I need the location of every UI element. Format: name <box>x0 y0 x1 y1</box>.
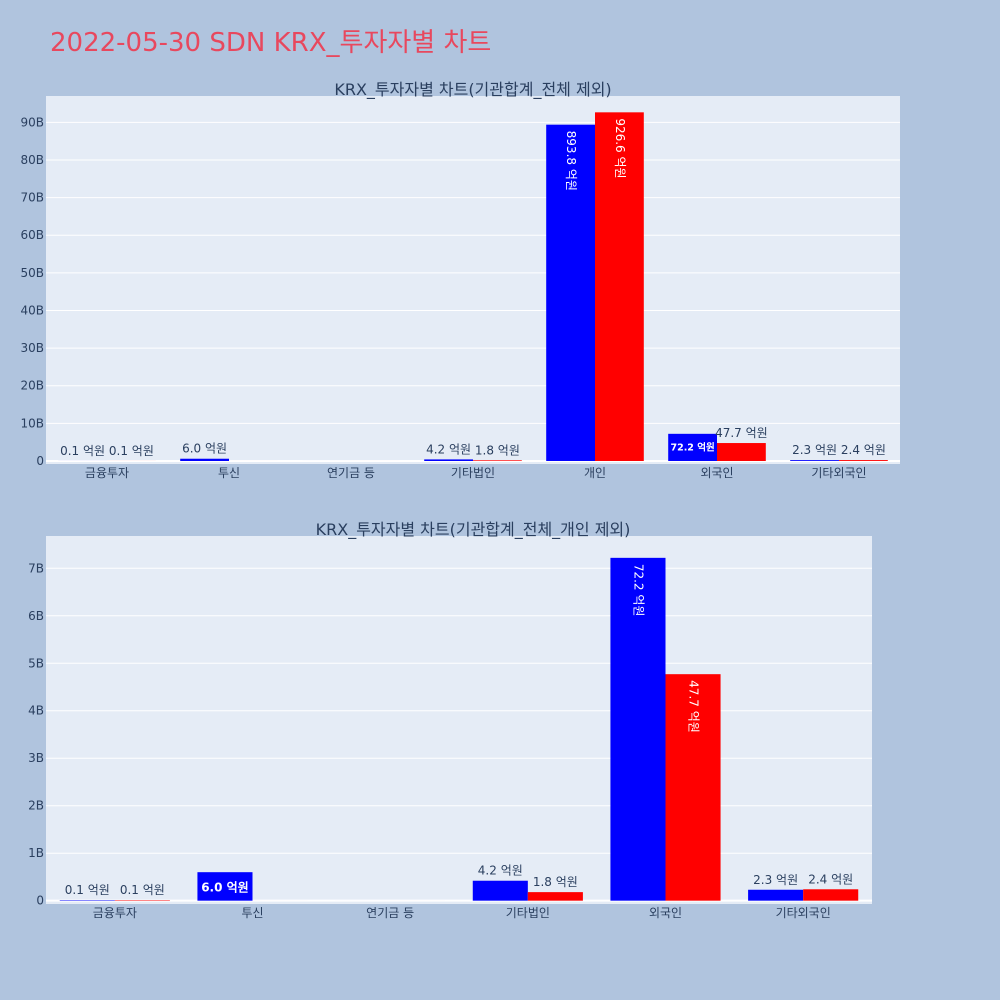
data-label: 2.3 억원 <box>792 443 837 457</box>
x-tick-label: 기타법인 <box>451 466 495 480</box>
y-tick-label: 2B <box>28 799 44 813</box>
bar <box>665 674 721 901</box>
y-tick-label: 3B <box>28 751 44 765</box>
x-tick-label: 투신 <box>241 906 263 920</box>
bar <box>546 124 595 461</box>
x-tick-label: 기타외국인 <box>776 906 831 920</box>
bar <box>803 889 859 901</box>
bar <box>790 460 839 461</box>
data-label: 0.1 억원 <box>120 883 165 897</box>
y-tick-label: 7B <box>28 561 44 575</box>
plot-area <box>46 536 872 904</box>
x-tick-label: 연기금 등 <box>327 466 375 480</box>
x-tick-label: 외국인 <box>700 466 733 480</box>
x-tick-label: 금융투자 <box>85 466 129 480</box>
bar <box>472 880 528 901</box>
bar <box>527 892 583 901</box>
data-label: 72.2 억원 <box>631 564 645 617</box>
data-label: 1.8 억원 <box>533 875 578 889</box>
subplot-title: KRX_투자자별 차트(기관합계_전체 제외) <box>334 80 611 100</box>
y-tick-label: 70B <box>20 191 44 205</box>
x-tick-label: 외국인 <box>649 906 682 920</box>
bar <box>595 112 644 461</box>
data-label: 1.8 억원 <box>475 443 520 457</box>
y-tick-label: 20B <box>20 379 44 393</box>
data-label: 6.0 억원 <box>182 442 227 456</box>
data-label: 4.2 억원 <box>426 442 471 456</box>
data-label: 2.4 억원 <box>808 872 853 886</box>
bar <box>839 460 888 461</box>
data-label: 4.2 억원 <box>478 864 523 878</box>
data-label: 47.7 억원 <box>715 426 768 440</box>
data-label: 72.2 억원 <box>670 442 714 454</box>
y-tick-label: 90B <box>20 115 44 129</box>
subplot-title: KRX_투자자별 차트(기관합계_전체_개인 제외) <box>316 520 631 540</box>
bar <box>197 872 253 901</box>
data-label: 0.1 억원 <box>60 444 105 458</box>
data-label: 0.1 억원 <box>109 444 154 458</box>
data-label: 926.6 억원 <box>613 118 627 178</box>
y-tick-label: 0 <box>36 894 44 908</box>
data-label: 47.7 억원 <box>687 680 701 733</box>
y-tick-label: 1B <box>28 846 44 860</box>
y-tick-label: 0 <box>36 454 44 468</box>
x-tick-label: 투신 <box>218 466 240 480</box>
x-tick-label: 개인 <box>584 466 606 480</box>
plot-area <box>46 96 900 464</box>
data-label: 2.3 억원 <box>753 873 798 887</box>
y-tick-label: 80B <box>20 153 44 167</box>
y-tick-label: 5B <box>28 656 44 670</box>
x-tick-label: 금융투자 <box>93 906 137 920</box>
x-tick-label: 기타법인 <box>506 906 550 920</box>
y-tick-label: 4B <box>28 704 44 718</box>
bar <box>180 458 229 461</box>
bar <box>668 433 717 461</box>
y-tick-label: 10B <box>20 416 44 430</box>
data-label: 0.1 억원 <box>65 883 110 897</box>
chart-1: 0 10B 20B 30B 40B 50B 60B 70B 80B 90B KRX_투자자별 차트(… <box>20 80 900 480</box>
data-label: 2.4 억원 <box>841 443 886 457</box>
x-tick-label: 기타외국인 <box>811 466 866 480</box>
bar <box>473 460 522 461</box>
bar <box>424 459 473 461</box>
x-tick-label: 연기금 등 <box>366 906 414 920</box>
y-tick-label: 30B <box>20 341 44 355</box>
data-label: 893.8 억원 <box>564 131 578 191</box>
page-title: 2022-05-30 SDN KRX_투자자별 차트 <box>50 28 492 58</box>
chart-2: 0 1B 2B 3B 4B 5B 6B 7B KRX_투자자별 차트(기관합계_전체_개인 제외… <box>28 520 872 920</box>
bar <box>748 889 804 901</box>
y-tick-label: 6B <box>28 609 44 623</box>
y-tick-label: 60B <box>20 228 44 242</box>
y-tick-label: 40B <box>20 303 44 317</box>
data-label: 6.0 억원 <box>201 880 249 894</box>
bar <box>717 443 766 461</box>
bar <box>610 557 666 901</box>
y-tick-label: 50B <box>20 266 44 280</box>
